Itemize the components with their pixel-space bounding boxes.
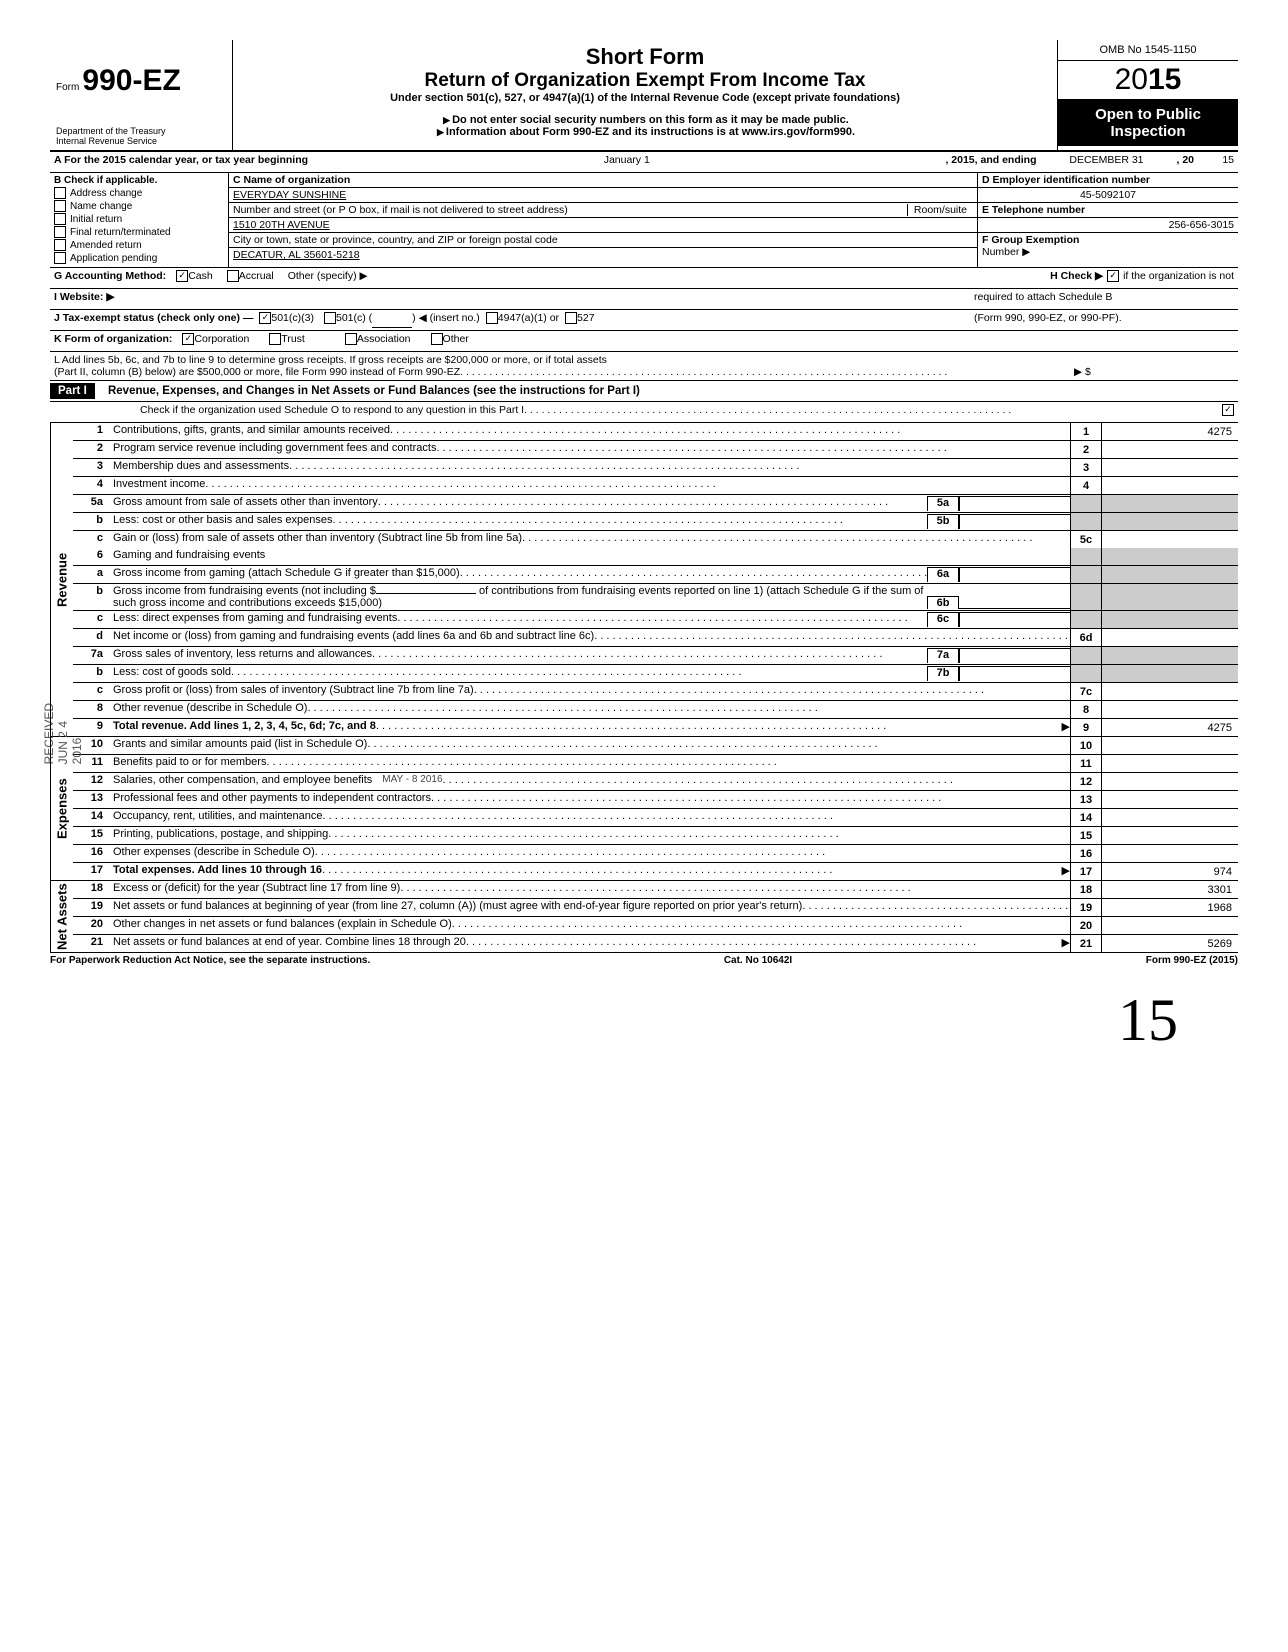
short-form-title: Short Form <box>243 44 1047 70</box>
open-to-public: Open to Public Inspection <box>1058 100 1238 146</box>
form-number: 990-EZ <box>82 64 180 97</box>
form-990ez: Form 990-EZ Department of the Treasury I… <box>50 40 1238 1055</box>
info-notice: Information about Form 990-EZ and its in… <box>243 126 1047 138</box>
org-address: 1510 20TH AVENUE <box>233 219 330 231</box>
return-title: Return of Organization Exempt From Incom… <box>243 70 1047 92</box>
chk-501c[interactable] <box>324 312 336 324</box>
org-city: DECATUR, AL 35601-5218 <box>233 249 360 261</box>
form-header: Form 990-EZ Department of the Treasury I… <box>50 40 1238 152</box>
section-l: L Add lines 5b, 6c, and 7b to line 9 to … <box>50 352 1238 380</box>
part-1-check: Check if the organization used Schedule … <box>50 402 1238 423</box>
ein: 45-5092107 <box>1080 189 1136 201</box>
form-ref: Form 990-EZ (2015) <box>1146 955 1238 966</box>
chk-address-change[interactable]: Address change <box>54 187 224 199</box>
chk-schedule-o[interactable]: ✓ <box>1222 404 1234 416</box>
line-9-val: 4275 <box>1101 719 1238 736</box>
chk-amended[interactable]: Amended return <box>54 239 224 251</box>
chk-initial-return[interactable]: Initial return <box>54 213 224 225</box>
net-assets-label: Net Assets <box>50 881 73 952</box>
chk-other-org[interactable] <box>431 333 443 345</box>
chk-accrual[interactable] <box>227 270 239 282</box>
expenses-label: Expenses <box>50 737 73 880</box>
line-17-val: 974 <box>1101 863 1238 880</box>
dept-treasury: Department of the Treasury Internal Reve… <box>56 126 226 146</box>
subtitle: Under section 501(c), 527, or 4947(a)(1)… <box>243 92 1047 104</box>
date-stamp: MAY - 8 2016 <box>382 774 442 789</box>
chk-final-return[interactable]: Final return/terminated <box>54 226 224 238</box>
org-name: EVERYDAY SUNSHINE <box>233 189 346 201</box>
chk-pending[interactable]: Application pending <box>54 252 224 264</box>
line-21-val: 5269 <box>1101 935 1238 952</box>
chk-corp[interactable]: ✓ <box>182 333 194 345</box>
section-b: B Check if applicable. Address change Na… <box>50 173 229 267</box>
phone: 256-656-3015 <box>1169 219 1234 231</box>
form-number-box: Form 990-EZ Department of the Treasury I… <box>50 40 233 150</box>
chk-name-change[interactable]: Name change <box>54 200 224 212</box>
revenue-label: Revenue <box>50 423 73 736</box>
header-right: OMB No 1545-1150 2015 Open to Public Ins… <box>1057 40 1238 150</box>
chk-527[interactable] <box>565 312 577 324</box>
section-k: K Form of organization: ✓ Corporation Tr… <box>50 331 1238 352</box>
omb-number: OMB No 1545-1150 <box>1058 40 1238 61</box>
title-box: Short Form Return of Organization Exempt… <box>233 40 1057 150</box>
form-prefix: Form <box>56 82 79 93</box>
line-19-val: 1968 <box>1101 899 1238 916</box>
section-gh: G Accounting Method: ✓ Cash Accrual Othe… <box>50 268 1238 289</box>
tax-year: 2015 <box>1058 61 1238 100</box>
section-def: D Employer identification number 45-5092… <box>977 173 1238 267</box>
chk-501c3[interactable]: ✓ <box>259 312 271 324</box>
part-1-header: Part I Revenue, Expenses, and Changes in… <box>50 380 1238 402</box>
org-info-block: B Check if applicable. Address change Na… <box>50 173 1238 268</box>
chk-trust[interactable] <box>269 333 281 345</box>
net-assets-section: Net Assets 18Excess or (deficit) for the… <box>50 881 1238 953</box>
chk-4947[interactable] <box>486 312 498 324</box>
section-j: J Tax-exempt status (check only one) — ✓… <box>50 310 1238 331</box>
section-c: C Name of organization EVERYDAY SUNSHINE… <box>229 173 977 267</box>
ssn-notice: Do not enter social security numbers on … <box>243 114 1047 126</box>
chk-cash[interactable]: ✓ <box>176 270 188 282</box>
expenses-section: Expenses 10Grants and similar amounts pa… <box>50 737 1238 881</box>
section-i: I Website: ▶ required to attach Schedule… <box>50 289 1238 310</box>
section-a: A For the 2015 calendar year, or tax yea… <box>50 152 1238 173</box>
line-18-val: 3301 <box>1101 881 1238 898</box>
chk-schedule-b[interactable]: ✓ <box>1107 270 1119 282</box>
handwritten-page-number: 15 <box>50 966 1238 1055</box>
form-footer: For Paperwork Reduction Act Notice, see … <box>50 953 1238 966</box>
line-1-val: 4275 <box>1101 423 1238 440</box>
chk-assoc[interactable] <box>345 333 357 345</box>
revenue-section: RECEIVED JUN 2 4 2016 Revenue 1Contribut… <box>50 423 1238 737</box>
